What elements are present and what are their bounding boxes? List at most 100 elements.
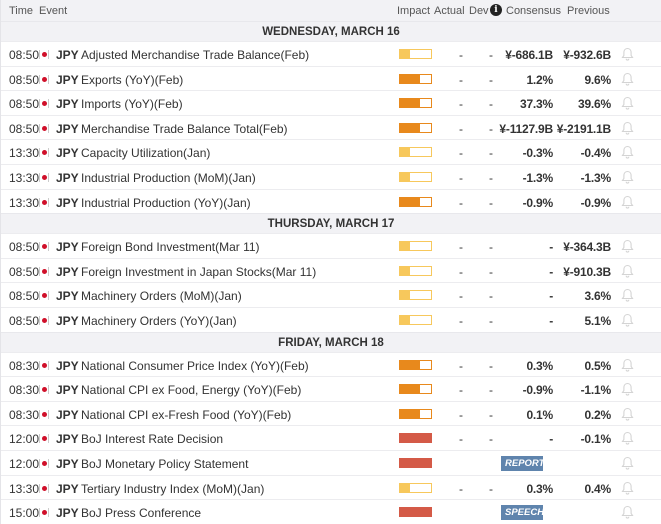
event-row[interactable]: 13:30 JPY Capacity Utilization(Jan) - - -0.3%… [1, 139, 661, 164]
event-name[interactable]: Capacity Utilization(Jan) [81, 146, 211, 161]
impact-bar [399, 359, 432, 370]
bell-icon[interactable] [621, 96, 634, 110]
event-row[interactable]: 08:30 JPY National CPI ex-Fresh Food (YoY)… [1, 400, 661, 426]
bell-icon[interactable] [621, 382, 634, 396]
impact-fill [400, 266, 411, 275]
event-row[interactable]: 08:50 JPY Machinery Orders (MoM)(Jan) - - - 3.… [1, 282, 661, 307]
previous-value: ¥-2191.1B [556, 121, 611, 136]
consensus-value: ¥-1127.9B [499, 121, 553, 136]
event-time: 15:00 [9, 506, 40, 521]
event-row[interactable]: 08:50 JPY Foreign Bond Investment(Mar 11) -… [1, 233, 661, 258]
event-row[interactable]: 08:30 JPY National Consumer Price Index (Y… [1, 351, 661, 377]
event-name[interactable]: Machinery Orders (MoM)(Jan) [81, 289, 242, 304]
impact-fill [400, 99, 421, 108]
bell-icon[interactable] [621, 72, 634, 86]
impact-bar [399, 73, 432, 84]
event-row[interactable]: 12:00 JPY BoJ Interest Rate Decision - - - -0.… [1, 425, 661, 450]
previous-value: 0.4% [584, 481, 611, 496]
impact-fill [400, 434, 431, 443]
impact-bar [399, 171, 432, 182]
event-row[interactable]: 08:50 JPY Exports (YoY)(Feb) - - 1.2% 9.6% [1, 65, 661, 91]
impact-fill [400, 360, 421, 369]
event-name[interactable]: Adjusted Merchandise Trade Balance(Feb) [81, 48, 310, 62]
event-name[interactable]: BoJ Monetary Policy Statement [81, 456, 249, 471]
japan-flag-icon [39, 148, 49, 158]
event-row[interactable]: 08:50 JPY Foreign Investment in Japan Stoc… [1, 257, 661, 283]
previous-value: 0.5% [584, 358, 611, 373]
event-time: 08:30 [9, 383, 40, 398]
consensus-value: -0.3% [522, 146, 554, 161]
bell-icon[interactable] [621, 505, 634, 519]
event-row[interactable]: 08:50 JPY Merchandise Trade Balance Total(… [1, 114, 661, 140]
event-row[interactable]: 12:00 JPY BoJ Monetary Policy Statement REP… [1, 449, 661, 475]
event-name[interactable]: Machinery Orders (YoY)(Jan) [81, 313, 237, 328]
event-name[interactable]: Tertiary Industry Index (MoM)(Jan) [81, 481, 265, 496]
event-name[interactable]: Industrial Production (YoY)(Jan) [81, 195, 251, 210]
bell-icon[interactable] [621, 145, 634, 159]
deviation-value: - [489, 97, 493, 112]
event-row[interactable]: 08:30 JPY National CPI ex Food, Energy (Yo… [1, 376, 661, 401]
japan-flag-icon [39, 315, 49, 325]
event-row[interactable]: 08:50 JPY Imports (YoY)(Feb) - - 37.3% 39.6% [1, 90, 661, 115]
header-dev: Dev [469, 5, 489, 17]
info-icon[interactable]: i [490, 4, 502, 16]
previous-value: 9.6% [584, 72, 611, 87]
event-name[interactable]: BoJ Interest Rate Decision [81, 432, 224, 447]
bell-icon[interactable] [621, 47, 634, 61]
deviation-value: - [489, 313, 493, 328]
impact-bar [399, 457, 432, 468]
actual-value: - [459, 48, 463, 62]
event-row[interactable]: 08:50 JPY Adjusted Merchandise Trade Balan… [1, 41, 661, 66]
actual-value: - [459, 170, 463, 185]
japan-flag-icon [39, 172, 49, 182]
header-previous: Previous [567, 5, 610, 17]
previous-value: 39.6% [577, 97, 611, 112]
event-time: 12:00 [9, 456, 40, 471]
deviation-value: - [489, 407, 493, 422]
bell-icon[interactable] [621, 407, 634, 421]
event-name[interactable]: National Consumer Price Index (YoY)(Feb) [81, 358, 309, 373]
bell-icon[interactable] [621, 121, 634, 135]
event-name[interactable]: Imports (YoY)(Feb) [81, 97, 183, 112]
impact-bar [399, 314, 432, 325]
japan-flag-icon [39, 458, 49, 468]
event-name[interactable]: BoJ Press Conference [81, 506, 202, 521]
bell-icon[interactable] [621, 481, 634, 495]
bell-icon[interactable] [621, 239, 634, 253]
day-header: WEDNESDAY, MARCH 16 [1, 21, 661, 41]
bell-icon[interactable] [621, 456, 634, 470]
header-time: Time [9, 5, 34, 17]
header-consensus: Consensus [506, 5, 562, 17]
bell-icon[interactable] [621, 431, 634, 445]
event-currency: JPY [56, 289, 79, 304]
bell-icon[interactable] [621, 264, 634, 278]
event-name[interactable]: Exports (YoY)(Feb) [81, 72, 184, 87]
event-name[interactable]: Foreign Investment in Japan Stocks(Mar 1… [81, 264, 317, 279]
bell-icon[interactable] [621, 195, 634, 209]
event-type-badge[interactable]: SPEECH [501, 505, 544, 521]
event-name[interactable]: Foreign Bond Investment(Mar 11) [81, 240, 260, 255]
event-type-badge[interactable]: REPORT [501, 455, 544, 471]
event-name[interactable]: National CPI ex-Fresh Food (YoY)(Feb) [81, 407, 292, 422]
event-currency: JPY [56, 407, 79, 422]
impact-bar [399, 408, 432, 419]
event-row[interactable]: 13:30 JPY Industrial Production (YoY)(Jan)… [1, 188, 661, 214]
bell-icon[interactable] [621, 313, 634, 327]
calendar-body: WEDNESDAY, MARCH 16 08:50 JPY Adjusted Merc… [1, 21, 661, 524]
bell-icon[interactable] [621, 288, 634, 302]
impact-fill [400, 172, 411, 181]
event-row[interactable]: 08:50 JPY Machinery Orders (YoY)(Jan) - - - 5.… [1, 306, 661, 332]
event-name[interactable]: Industrial Production (MoM)(Jan) [81, 170, 256, 185]
japan-flag-icon [39, 123, 49, 133]
japan-flag-icon [39, 50, 49, 59]
event-row[interactable]: 15:00 JPY BoJ Press Conference SPEECH [1, 499, 661, 524]
event-row[interactable]: 13:30 JPY Industrial Production (MoM)(Jan)… [1, 163, 661, 189]
actual-value: - [459, 313, 463, 328]
bell-icon[interactable] [621, 170, 634, 184]
event-currency: JPY [56, 48, 79, 62]
bell-icon[interactable] [621, 358, 634, 372]
event-time: 13:30 [9, 170, 40, 185]
event-row[interactable]: 13:30 JPY Tertiary Industry Index (MoM)(Ja… [1, 474, 661, 500]
event-name[interactable]: Merchandise Trade Balance Total(Feb) [81, 121, 288, 136]
event-name[interactable]: National CPI ex Food, Energy (YoY)(Feb) [81, 383, 302, 398]
